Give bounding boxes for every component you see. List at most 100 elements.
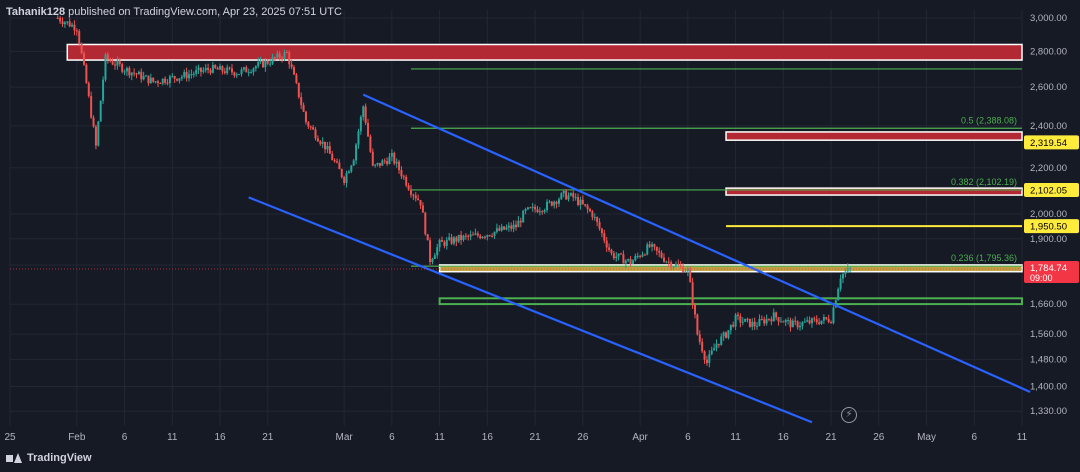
candle-body — [202, 70, 205, 72]
x-tick-label: 16 — [214, 432, 226, 443]
candle-body — [125, 67, 128, 72]
candle-body — [159, 83, 162, 85]
brand-name: TradingView — [27, 452, 92, 464]
candle-body — [109, 59, 112, 62]
candle-body — [837, 288, 840, 301]
candle-body — [390, 153, 393, 157]
x-tick-label: 21 — [262, 432, 274, 443]
candle-body — [90, 96, 93, 118]
candle-body — [118, 60, 121, 65]
candle-body — [176, 78, 179, 81]
candle-body — [517, 220, 520, 228]
candle-body — [128, 67, 131, 76]
candle-body — [703, 351, 706, 360]
candle-body — [474, 233, 477, 235]
candle-body — [68, 21, 71, 27]
candle-body — [85, 64, 88, 84]
candle-body — [507, 225, 510, 228]
candle-body — [529, 207, 532, 209]
candle-body — [710, 350, 713, 355]
candle-body — [467, 235, 470, 237]
candle-body — [168, 76, 171, 84]
candle-body — [278, 53, 281, 58]
candle-body — [264, 60, 267, 68]
candle-body — [658, 250, 661, 253]
candle-body — [123, 71, 126, 73]
candle-body — [562, 190, 565, 194]
candle-body — [66, 21, 69, 23]
candle-body — [553, 201, 556, 206]
candle-body — [338, 162, 341, 170]
candle-body — [620, 253, 623, 255]
x-tick-label: 16 — [482, 432, 494, 443]
candle-body — [335, 161, 338, 163]
candle-body — [770, 319, 773, 322]
candle-body — [63, 22, 66, 25]
candle-body — [228, 67, 231, 69]
candle-body — [71, 24, 74, 27]
candle-body — [106, 54, 109, 60]
x-tick-label: Apr — [632, 432, 648, 443]
candle-body — [820, 320, 823, 324]
candle-body — [794, 320, 797, 322]
candle-body — [822, 317, 825, 321]
candle-body — [75, 30, 78, 32]
candle-body — [319, 141, 322, 144]
candle-body — [97, 121, 100, 146]
candle-body — [808, 320, 811, 324]
grid — [9, 10, 1023, 426]
y-tick-label: 3,000.00 — [1030, 13, 1067, 24]
candle-body — [567, 195, 570, 200]
candle-body — [121, 64, 124, 72]
candle-body — [78, 31, 81, 44]
candle-body — [156, 81, 159, 84]
candle-body — [207, 67, 210, 71]
candle-body — [541, 211, 544, 213]
candle-body — [352, 160, 355, 166]
candle-body — [789, 319, 792, 328]
candle-body — [345, 173, 348, 183]
candle-body — [844, 271, 847, 274]
candle-body — [455, 237, 458, 242]
candle-body — [806, 320, 809, 322]
candle-body — [433, 255, 436, 259]
candle-body — [419, 200, 422, 206]
candle-body — [665, 261, 668, 263]
price-label-value: 1,950.50 — [1030, 222, 1067, 233]
candle-body — [137, 71, 140, 75]
candle-body — [254, 66, 257, 69]
zones — [66, 43, 1024, 306]
candle-body — [250, 72, 253, 74]
candle-body — [276, 53, 279, 58]
candle-body — [519, 220, 522, 223]
candle-body — [80, 43, 83, 54]
candle-body — [204, 67, 207, 71]
candle-body — [135, 73, 138, 75]
candle-body — [538, 211, 541, 213]
fib-label: 0.236 (1,795.36) — [951, 253, 1017, 263]
candle-body — [548, 201, 551, 203]
candle-body — [166, 82, 169, 84]
candle-body — [763, 319, 766, 324]
price-levels — [10, 225, 1022, 270]
candle-body — [569, 193, 572, 196]
author-name[interactable]: Tahanik128 — [6, 6, 66, 18]
y-tick-label: 2,600.00 — [1030, 82, 1067, 93]
x-tick-label: 21 — [825, 432, 837, 443]
candle-body — [653, 244, 656, 247]
tradingview-logo[interactable]: TradingView — [6, 452, 92, 464]
candle-body — [295, 74, 298, 83]
y-tick-label: 1,330.00 — [1030, 406, 1067, 417]
candle-body — [450, 237, 453, 244]
descending-channel — [248, 93, 1031, 424]
candle-body — [438, 240, 441, 248]
candle-body — [705, 359, 708, 364]
flash-icon[interactable]: ⚡ — [841, 407, 857, 423]
candle-body — [443, 241, 446, 246]
candle-body — [510, 225, 513, 229]
candle-body — [515, 224, 517, 228]
x-tick-label: May — [917, 432, 936, 443]
y-tick-label: 2,200.00 — [1030, 163, 1067, 174]
